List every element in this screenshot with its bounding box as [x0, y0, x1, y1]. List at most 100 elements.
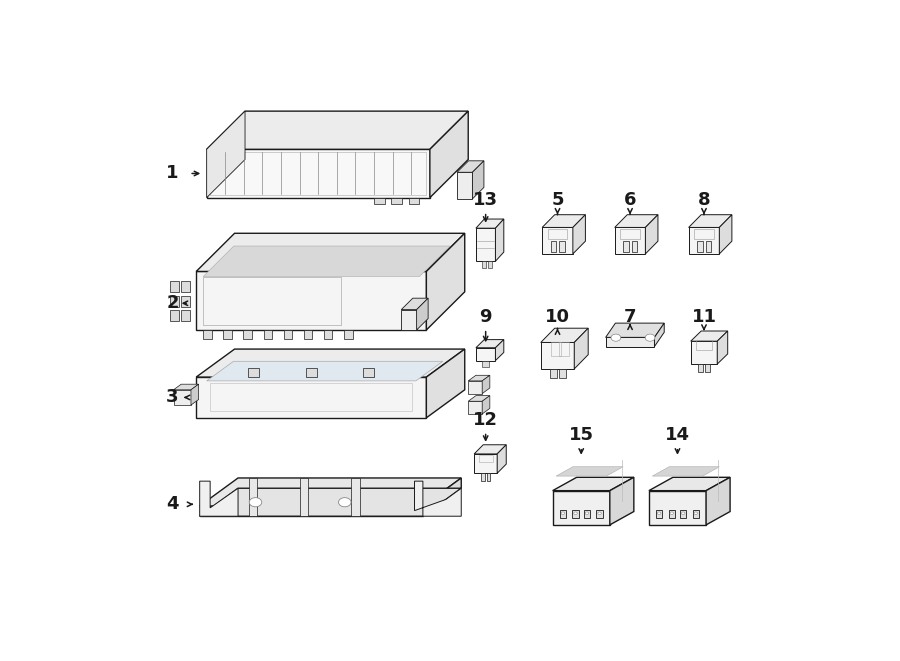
Polygon shape: [649, 477, 730, 490]
Polygon shape: [719, 215, 732, 254]
Text: 11: 11: [691, 308, 716, 326]
Polygon shape: [200, 488, 461, 516]
Polygon shape: [468, 401, 482, 414]
Polygon shape: [248, 478, 257, 516]
Polygon shape: [207, 362, 443, 381]
Bar: [482, 361, 490, 367]
Bar: [203, 330, 212, 339]
Bar: [698, 364, 703, 371]
Bar: [170, 295, 179, 307]
Bar: [487, 473, 491, 481]
Bar: [181, 281, 190, 292]
Polygon shape: [203, 246, 450, 276]
Circle shape: [681, 512, 685, 514]
Bar: [551, 241, 556, 252]
Bar: [550, 369, 557, 378]
Polygon shape: [200, 478, 461, 506]
Polygon shape: [497, 445, 506, 473]
Bar: [706, 241, 711, 252]
Circle shape: [645, 334, 655, 341]
Text: 1: 1: [166, 165, 179, 182]
Polygon shape: [196, 272, 427, 330]
Polygon shape: [417, 298, 428, 330]
Polygon shape: [654, 323, 664, 346]
Bar: [482, 261, 486, 268]
Text: 10: 10: [545, 308, 570, 326]
Bar: [284, 330, 292, 339]
Polygon shape: [476, 348, 495, 361]
Polygon shape: [427, 349, 464, 418]
Bar: [374, 198, 384, 204]
Polygon shape: [706, 477, 730, 525]
Text: 5: 5: [552, 191, 563, 209]
Polygon shape: [717, 331, 728, 364]
Text: 3: 3: [166, 389, 179, 407]
Bar: [248, 368, 259, 377]
Bar: [559, 342, 569, 356]
Polygon shape: [174, 384, 199, 390]
Polygon shape: [472, 161, 484, 199]
Bar: [698, 241, 703, 252]
Polygon shape: [573, 215, 585, 254]
Bar: [620, 229, 640, 239]
Polygon shape: [690, 331, 728, 341]
Polygon shape: [474, 445, 506, 454]
Bar: [244, 330, 252, 339]
Circle shape: [562, 512, 564, 514]
Bar: [559, 369, 566, 378]
Bar: [584, 510, 590, 518]
Polygon shape: [688, 227, 719, 254]
Polygon shape: [541, 342, 574, 369]
Polygon shape: [300, 478, 309, 516]
Polygon shape: [427, 233, 464, 330]
Bar: [344, 330, 353, 339]
Polygon shape: [645, 215, 658, 254]
Polygon shape: [690, 341, 717, 364]
Polygon shape: [495, 340, 504, 361]
Text: 2: 2: [166, 294, 179, 312]
Polygon shape: [476, 219, 504, 228]
Polygon shape: [553, 490, 610, 525]
Bar: [551, 342, 561, 356]
Bar: [693, 510, 699, 518]
Polygon shape: [196, 377, 427, 418]
Polygon shape: [196, 233, 464, 272]
Polygon shape: [556, 467, 623, 476]
Circle shape: [573, 512, 577, 514]
Polygon shape: [474, 454, 497, 473]
Text: 6: 6: [624, 191, 636, 209]
Bar: [181, 295, 190, 307]
Bar: [203, 276, 341, 325]
Polygon shape: [542, 227, 573, 254]
Polygon shape: [196, 349, 464, 377]
Bar: [170, 281, 179, 292]
Text: 9: 9: [480, 308, 492, 326]
Polygon shape: [457, 161, 484, 173]
Polygon shape: [174, 390, 191, 405]
Polygon shape: [200, 481, 238, 516]
Bar: [560, 510, 566, 518]
Bar: [409, 198, 419, 204]
Bar: [572, 510, 579, 518]
Bar: [181, 310, 190, 321]
Polygon shape: [541, 329, 589, 342]
Bar: [264, 330, 272, 339]
Polygon shape: [468, 396, 490, 401]
Polygon shape: [191, 384, 199, 405]
Bar: [482, 473, 485, 481]
Bar: [306, 368, 317, 377]
Bar: [223, 330, 231, 339]
Circle shape: [657, 512, 661, 514]
Polygon shape: [457, 173, 472, 199]
Polygon shape: [207, 111, 468, 149]
Circle shape: [670, 512, 673, 514]
Bar: [364, 368, 374, 377]
Bar: [680, 510, 687, 518]
Bar: [304, 330, 312, 339]
Bar: [694, 229, 714, 239]
Polygon shape: [610, 477, 634, 525]
Bar: [632, 241, 637, 252]
Polygon shape: [430, 111, 468, 198]
Polygon shape: [401, 298, 428, 309]
Bar: [324, 330, 332, 339]
